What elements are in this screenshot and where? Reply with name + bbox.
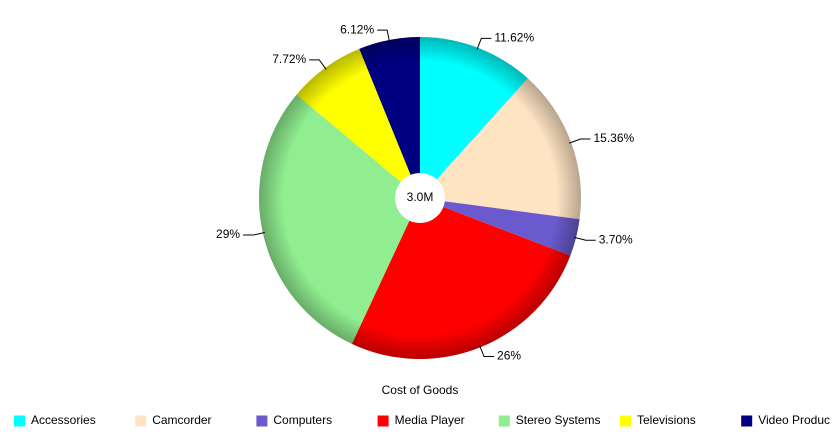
data-label: 29% <box>216 227 240 241</box>
leader-line <box>569 138 591 144</box>
center-label: 3.0M <box>407 190 434 204</box>
leader-line <box>377 29 390 43</box>
legend-label: Video Produc <box>758 413 830 427</box>
legend-swatch <box>620 415 631 427</box>
leader-line <box>309 59 327 70</box>
pie: 11.62% 15.36% 3.70% 26% 29% 7.72% 6.12% 3.0M <box>216 22 634 362</box>
legend-label: Stereo Systems <box>516 413 601 427</box>
legend-label: Accessories <box>31 413 96 427</box>
center-hole <box>395 173 445 223</box>
leader-line <box>573 236 596 241</box>
legend-swatch <box>256 415 268 427</box>
legend-label: Camcorder <box>152 413 211 427</box>
leader-line <box>476 37 492 50</box>
legend-swatch <box>741 415 753 427</box>
legend-swatch <box>135 415 147 427</box>
leader-line <box>243 231 265 236</box>
legend-label: Televisions <box>637 413 696 427</box>
legend-swatch <box>14 415 25 427</box>
chart-title: Cost of Goods <box>382 383 459 397</box>
legend: Accessories Camcorder Computers Media Playe… <box>14 413 830 427</box>
data-label: 3.70% <box>599 232 633 246</box>
legend-swatch <box>498 415 510 427</box>
legend-label: Media Player <box>395 413 465 427</box>
legend-swatch <box>377 415 389 427</box>
data-label: 11.62% <box>494 31 534 45</box>
data-label: 26% <box>497 349 521 363</box>
data-label: 6.12% <box>340 22 374 36</box>
data-label: 7.72% <box>272 52 306 66</box>
legend-label: Computers <box>273 413 332 427</box>
leader-line <box>479 345 495 358</box>
data-label: 15.36% <box>593 131 634 145</box>
